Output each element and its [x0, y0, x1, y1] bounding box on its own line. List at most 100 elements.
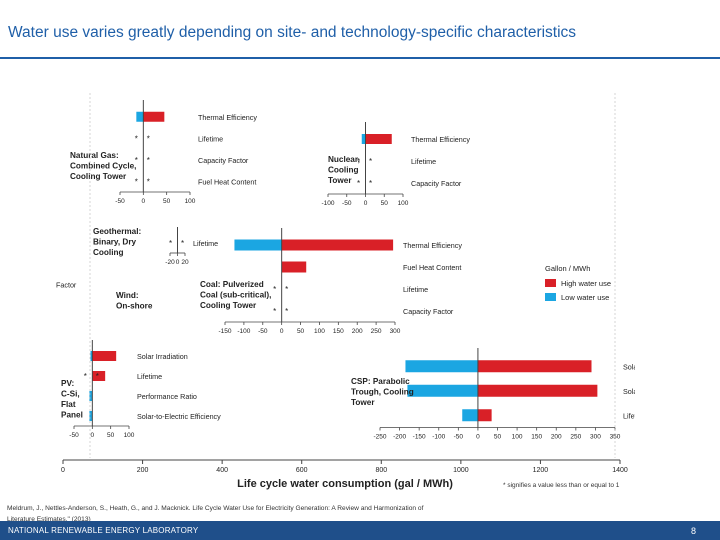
param-label-6-1: Solar Irradiation — [623, 387, 635, 396]
panel-label-2-1: Binary, Dry — [93, 238, 137, 247]
main-tick-label-0: 0 — [61, 467, 65, 474]
bar-high-6-2 — [477, 409, 492, 422]
panel-label-6-1: Trough, Cooling — [351, 388, 414, 397]
bar-high-0-0 — [143, 111, 165, 122]
param-label-6-2: Lifetime — [623, 411, 635, 420]
panel-label-4-0: Wind: — [116, 291, 139, 300]
bar-high-3-1 — [281, 261, 307, 273]
chart-svg: Thermal Efficiency * * Lifetime * * Capacity F… — [3, 93, 707, 490]
citation-line-2: Literature Estimates." (2013) — [7, 516, 91, 523]
star-marker-r-3-2: * — [285, 285, 288, 294]
bar-high-5-0 — [92, 351, 117, 361]
param-label-1-1: Lifetime — [411, 157, 436, 166]
tick-label-1-2: 0 — [364, 200, 368, 207]
tick-label-6-0: -250 — [373, 434, 386, 441]
tick-label-5-3: 100 — [124, 432, 135, 439]
tick-label-3-1: -100 — [237, 328, 250, 335]
tick-label-0-1: 0 — [142, 198, 146, 205]
main-tick-label-6: 1200 — [533, 467, 549, 474]
tick-label-6-11: 300 — [590, 434, 601, 441]
param-label-5-3: Solar-to-Electric Efficiency — [137, 412, 221, 421]
tick-label-3-3: 0 — [280, 328, 284, 335]
panel-label-1-2: Tower — [328, 176, 352, 185]
star-marker-3-3: * — [273, 307, 276, 316]
tick-label-6-8: 150 — [531, 434, 542, 441]
footnote: * signifies a value less than or equal t… — [503, 482, 620, 489]
bar-high-6-0 — [477, 360, 592, 373]
page-number: 8 — [690, 526, 696, 536]
citation: Meldrum, J., Nettles-Anderson, S., Heath… — [7, 503, 527, 525]
legend-label-low: Low water use — [561, 293, 609, 302]
param-label-0-1: Lifetime — [198, 134, 223, 143]
param-label-4-0: Capacity Factor — [55, 281, 77, 290]
param-label-1-0: Thermal Efficiency — [411, 135, 470, 144]
tick-label-6-7: 100 — [512, 434, 523, 441]
tick-label-6-2: -150 — [413, 434, 426, 441]
tick-label-0-3: 100 — [185, 198, 196, 205]
tick-label-3-4: 50 — [297, 328, 305, 335]
star-marker-5-1: * — [84, 372, 87, 381]
tick-label-3-8: 250 — [371, 328, 382, 335]
footer-bar: NATIONAL RENEWABLE ENERGY LABORATORY 8 — [0, 521, 720, 540]
tick-label-6-1: -200 — [393, 434, 406, 441]
legend-swatch-high — [545, 279, 556, 287]
bar-low-1-0 — [361, 134, 366, 144]
panel-label-5-2: Flat — [61, 400, 76, 409]
bar-high-1-0 — [365, 134, 392, 144]
panel-label-6-0: CSP: Parabolic — [351, 377, 410, 386]
tick-label-6-5: 0 — [476, 434, 480, 441]
bar-low-6-0 — [405, 360, 478, 373]
tick-label-3-6: 150 — [333, 328, 344, 335]
panel-label-3-0: Coal: Pulverized — [200, 280, 264, 289]
panel-label-2-2: Cooling — [93, 248, 123, 257]
bar-low-5-0 — [90, 351, 93, 361]
tick-label-2-1: 0 — [176, 259, 180, 266]
main-tick-label-3: 600 — [296, 467, 308, 474]
bar-high-3-0 — [281, 239, 394, 251]
star-marker-0-2: * — [135, 156, 138, 165]
star-marker-r-1-2: * — [369, 179, 372, 188]
panel-label-3-2: Cooling Tower — [200, 301, 257, 310]
star-marker-r-0-1: * — [147, 134, 150, 143]
star-marker-3-2: * — [273, 285, 276, 294]
panel-label-0-0: Natural Gas: — [70, 151, 119, 160]
tick-label-5-0: -50 — [69, 432, 79, 439]
chart-figure: Thermal Efficiency * * Lifetime * * Capacity F… — [3, 88, 707, 503]
bar-low-6-2 — [462, 409, 478, 422]
panel-label-6-2: Tower — [351, 398, 375, 407]
param-label-1-2: Capacity Factor — [411, 179, 462, 188]
param-label-6-0: Solar-to-Electric Efficiency — [623, 362, 635, 371]
main-tick-label-4: 800 — [375, 467, 387, 474]
tick-label-5-2: 50 — [107, 432, 115, 439]
title-rule — [0, 57, 720, 59]
tick-label-6-4: -50 — [454, 434, 464, 441]
panel-label-0-1: Combined Cycle, — [70, 162, 136, 171]
tick-label-5-1: 0 — [91, 432, 95, 439]
main-tick-label-7: 1400 — [612, 467, 628, 474]
star-marker-r-5-1: * — [96, 372, 99, 381]
panel-label-0-2: Cooling Tower — [70, 172, 127, 181]
star-marker-r-3-3: * — [285, 307, 288, 316]
panel-label-1-0: Nuclear, — [328, 155, 360, 164]
panel-label-1-1: Cooling — [328, 166, 358, 175]
bar-high-5-1 — [92, 371, 106, 381]
star-marker-r-0-2: * — [147, 156, 150, 165]
page-title: Water use varies greatly depending on si… — [8, 24, 577, 41]
legend-swatch-low — [545, 293, 556, 301]
panel-label-3-1: Coal (sub-critical), — [200, 291, 271, 300]
bar-low-3-0 — [234, 239, 282, 251]
bar-low-5-3 — [89, 411, 93, 421]
param-label-3-1: Fuel Heat Content — [403, 263, 461, 272]
param-label-0-0: Thermal Efficiency — [198, 113, 257, 122]
star-marker-0-3: * — [135, 177, 138, 186]
tick-label-6-10: 250 — [570, 434, 581, 441]
panel-label-4-1: On-shore — [116, 302, 153, 311]
bar-high-6-1 — [477, 384, 598, 397]
footer-org: NATIONAL RENEWABLE ENERGY LABORATORY — [8, 526, 199, 535]
param-label-0-2: Capacity Factor — [198, 156, 249, 165]
bar-low-0-0 — [136, 111, 144, 122]
tick-label-6-9: 200 — [551, 434, 562, 441]
legend-label-high: High water use — [561, 279, 611, 288]
tick-label-3-2: -50 — [258, 328, 268, 335]
panel-label-5-0: PV: — [61, 379, 74, 388]
